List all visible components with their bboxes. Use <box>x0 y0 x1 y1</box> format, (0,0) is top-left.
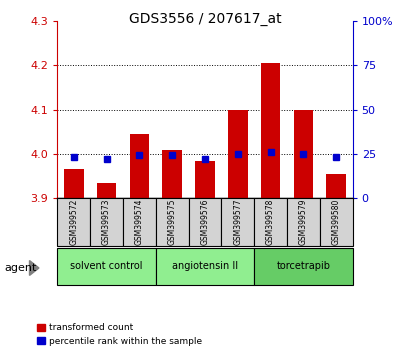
Bar <box>188 198 221 246</box>
Bar <box>326 174 345 198</box>
Text: angiotensin II: angiotensin II <box>171 261 238 272</box>
Bar <box>254 198 286 246</box>
Bar <box>64 170 83 198</box>
Text: GSM399580: GSM399580 <box>331 199 340 245</box>
Bar <box>57 248 155 285</box>
Bar <box>155 198 188 246</box>
Bar <box>57 198 90 246</box>
Text: GSM399578: GSM399578 <box>265 199 274 245</box>
Bar <box>90 198 123 246</box>
Bar <box>227 110 247 198</box>
Bar <box>293 110 312 198</box>
Bar <box>162 150 182 198</box>
Text: GSM399573: GSM399573 <box>102 199 111 245</box>
Bar <box>129 134 149 198</box>
Text: agent: agent <box>4 263 36 273</box>
Legend: transformed count, percentile rank within the sample: transformed count, percentile rank withi… <box>37 324 202 346</box>
Bar <box>155 248 254 285</box>
Bar <box>195 161 214 198</box>
Text: GSM399572: GSM399572 <box>69 199 78 245</box>
Polygon shape <box>29 261 39 275</box>
Bar <box>286 198 319 246</box>
Bar <box>319 198 352 246</box>
Bar <box>123 198 155 246</box>
Text: GSM399574: GSM399574 <box>135 199 144 245</box>
Text: GDS3556 / 207617_at: GDS3556 / 207617_at <box>128 12 281 27</box>
Text: GSM399577: GSM399577 <box>233 199 242 245</box>
Text: GSM399579: GSM399579 <box>298 199 307 245</box>
Text: torcetrapib: torcetrapib <box>276 261 330 272</box>
Text: solvent control: solvent control <box>70 261 142 272</box>
Bar <box>97 183 116 198</box>
Bar <box>221 198 254 246</box>
Bar <box>254 248 352 285</box>
Text: GSM399576: GSM399576 <box>200 199 209 245</box>
Text: GSM399575: GSM399575 <box>167 199 176 245</box>
Bar <box>260 63 280 198</box>
